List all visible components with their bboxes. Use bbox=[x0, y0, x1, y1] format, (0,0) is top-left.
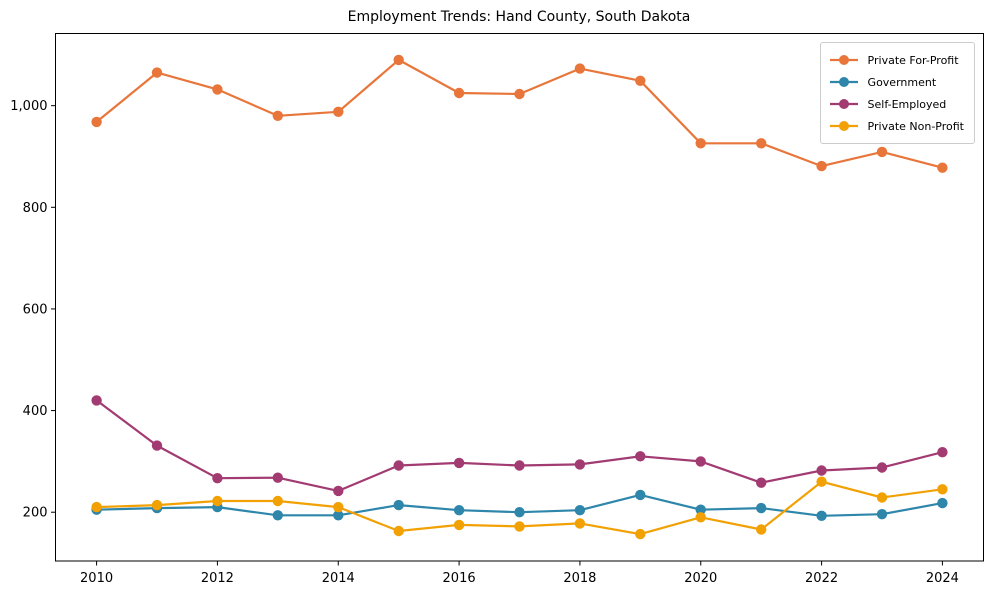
series-line-self-employed bbox=[95, 399, 944, 492]
x-tick-label: 2012 bbox=[201, 571, 234, 586]
data-point-private-for-profit bbox=[272, 110, 283, 122]
data-point-private-for-profit bbox=[91, 116, 102, 128]
data-point-private-non-profit bbox=[574, 518, 586, 529]
data-point-private-non-profit bbox=[514, 521, 525, 532]
data-point-self-employed bbox=[151, 440, 163, 451]
data-point-self-employed bbox=[756, 477, 767, 488]
data-point-private-non-profit bbox=[937, 484, 948, 495]
data-point-private-non-profit bbox=[876, 492, 888, 503]
data-point-government bbox=[453, 505, 465, 516]
data-point-government bbox=[876, 509, 888, 520]
legend-item-private-non-profit: Private Non-Profit bbox=[829, 115, 964, 137]
data-point-self-employed bbox=[695, 456, 706, 467]
legend-marker-icon bbox=[829, 55, 858, 65]
data-point-government bbox=[514, 507, 525, 518]
data-point-self-employed bbox=[635, 451, 646, 462]
series-line-private-for-profit bbox=[95, 58, 944, 169]
y-tick-label: 800 bbox=[23, 201, 48, 216]
data-point-government bbox=[635, 489, 646, 501]
data-point-private-for-profit bbox=[393, 54, 404, 66]
data-point-self-employed bbox=[453, 457, 465, 469]
data-point-private-for-profit bbox=[212, 84, 223, 95]
data-point-private-non-profit bbox=[635, 528, 646, 540]
chart-title: Employment Trends: Hand County, South Da… bbox=[347, 9, 691, 25]
data-point-private-for-profit bbox=[876, 146, 888, 158]
data-point-private-for-profit bbox=[695, 138, 706, 149]
data-point-government bbox=[272, 510, 283, 521]
data-point-self-employed bbox=[393, 460, 404, 471]
data-point-government bbox=[695, 504, 706, 515]
legend-item-self-employed: Self-Employed bbox=[829, 93, 964, 115]
data-point-private-for-profit bbox=[635, 75, 646, 87]
data-point-government bbox=[756, 502, 767, 514]
legend-label: Self-Employed bbox=[867, 97, 947, 111]
data-point-self-employed bbox=[574, 459, 586, 470]
legend-marker-icon bbox=[829, 99, 858, 109]
data-point-self-employed bbox=[816, 465, 827, 476]
x-tick-label: 2022 bbox=[805, 571, 838, 586]
data-point-government bbox=[816, 510, 827, 521]
data-point-private-non-profit bbox=[816, 476, 827, 487]
plot-frame bbox=[55, 33, 984, 562]
data-point-self-employed bbox=[937, 447, 948, 458]
data-point-self-employed bbox=[876, 462, 888, 473]
y-tick-label: 200 bbox=[23, 506, 48, 521]
y-tick-label: 1,000 bbox=[10, 99, 47, 114]
legend-item-private-for-profit: Private For-Profit bbox=[829, 49, 964, 71]
data-point-private-for-profit bbox=[453, 87, 465, 99]
y-tick-label: 600 bbox=[23, 302, 48, 317]
data-point-private-for-profit bbox=[514, 88, 525, 100]
data-point-private-for-profit bbox=[151, 67, 163, 78]
data-point-private-for-profit bbox=[756, 138, 767, 149]
legend-label: Government bbox=[867, 75, 937, 89]
data-point-private-non-profit bbox=[272, 495, 283, 507]
data-point-private-non-profit bbox=[393, 525, 404, 537]
data-point-self-employed bbox=[514, 460, 525, 471]
legend-item-government: Government bbox=[829, 71, 964, 93]
data-point-private-non-profit bbox=[453, 519, 465, 531]
legend-label: Private For-Profit bbox=[867, 53, 959, 67]
x-tick-label: 2014 bbox=[322, 571, 355, 586]
data-point-private-non-profit bbox=[756, 524, 767, 535]
data-point-self-employed bbox=[91, 395, 102, 406]
data-point-government bbox=[393, 499, 404, 511]
data-point-private-for-profit bbox=[333, 106, 344, 118]
data-point-private-non-profit bbox=[91, 501, 102, 513]
x-tick-label: 2024 bbox=[926, 571, 959, 586]
data-point-government bbox=[333, 510, 344, 521]
x-tick-label: 2018 bbox=[563, 571, 596, 586]
data-point-self-employed bbox=[333, 485, 344, 497]
data-point-private-non-profit bbox=[695, 512, 706, 523]
legend: Private For-Profit Government Self-Employe… bbox=[819, 42, 975, 144]
data-point-government bbox=[574, 505, 586, 516]
x-tick-label: 2016 bbox=[443, 571, 476, 586]
data-point-private-non-profit bbox=[212, 495, 223, 507]
data-point-private-for-profit bbox=[574, 63, 586, 74]
legend-label: Private Non-Profit bbox=[867, 119, 964, 133]
data-point-private-for-profit bbox=[816, 160, 827, 172]
data-point-private-non-profit bbox=[333, 501, 344, 513]
legend-marker-icon bbox=[829, 121, 858, 131]
x-tick-label: 2020 bbox=[684, 571, 717, 586]
data-point-self-employed bbox=[272, 472, 283, 483]
data-point-government bbox=[937, 497, 948, 509]
y-tick-label: 400 bbox=[23, 404, 48, 419]
x-tick-label: 2010 bbox=[80, 571, 113, 586]
legend-marker-icon bbox=[829, 77, 858, 87]
data-point-private-non-profit bbox=[151, 499, 163, 511]
data-point-self-employed bbox=[212, 473, 223, 484]
data-point-private-for-profit bbox=[937, 162, 948, 173]
